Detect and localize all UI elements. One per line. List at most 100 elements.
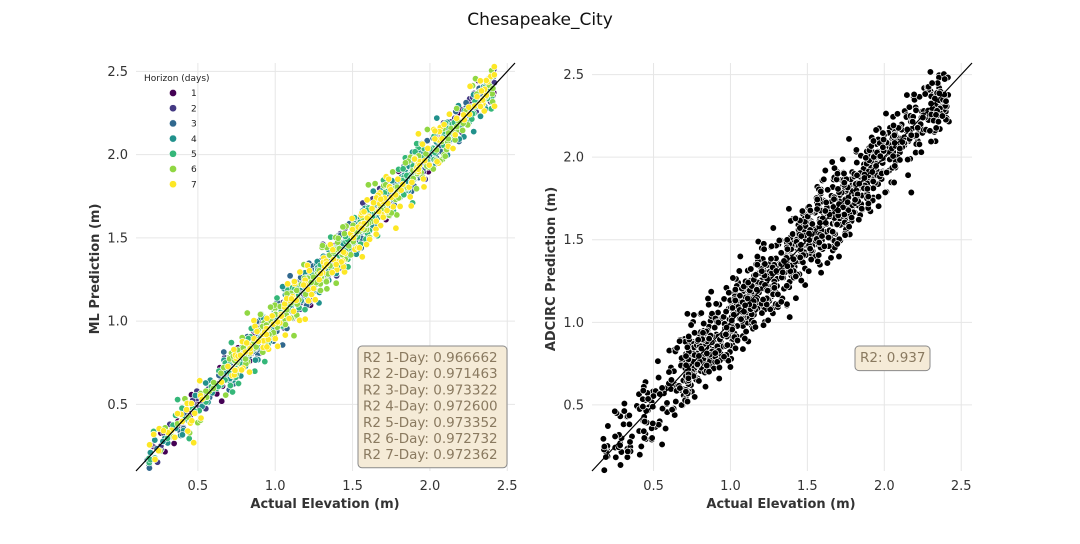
data-point [882,109,890,118]
data-point [383,207,391,215]
data-point [715,374,723,383]
adcirc-identity-line [591,62,973,472]
data-point [770,284,779,292]
data-point [883,168,891,177]
data-point [685,332,693,341]
adcirc-x-axis-label: Actual Elevation (m) [706,497,855,512]
data-point [853,158,861,167]
data-point [419,175,427,183]
data-point [843,198,852,206]
data-point [366,235,374,243]
data-point [377,195,385,203]
data-point [763,300,771,309]
data-point [723,341,732,349]
data-point [274,318,282,326]
data-point [813,205,821,213]
data-point [942,97,950,105]
data-point [196,377,204,385]
x-tick-label: 2.5 [497,479,518,494]
data-point [758,267,766,275]
data-point [705,301,713,309]
data-point [777,298,785,306]
data-point [640,434,648,442]
data-point [822,198,830,207]
data-point [301,306,309,314]
data-point [876,152,884,160]
data-point [726,363,735,371]
data-point [389,203,397,211]
data-point [934,118,943,126]
data-point [482,77,490,85]
data-point [332,279,340,287]
data-point [407,202,415,210]
data-point [202,387,210,395]
data-point [433,158,441,166]
y-tick-label: 1.0 [107,315,128,330]
data-point [290,307,298,315]
data-point [851,196,859,204]
data-point [740,308,748,316]
data-point [792,272,800,281]
data-point [682,361,690,369]
data-point [476,102,484,110]
data-point [855,216,863,224]
legend-entry: 7 [191,180,197,190]
data-point [348,215,356,223]
data-point [828,158,836,166]
y-tick-label: 2.0 [107,148,128,163]
data-point [654,357,662,365]
data-point [845,135,853,143]
data-point [712,300,720,308]
data-point [797,276,805,285]
data-point [466,82,474,90]
data-point [611,407,619,415]
data-point [767,242,776,250]
data-point [813,195,821,204]
data-point [862,154,870,162]
data-point [271,335,279,343]
data-point [682,352,690,360]
data-point [459,126,467,134]
y-tick-label: 2.5 [107,65,128,80]
data-point [379,213,387,221]
data-point [847,213,856,222]
data-point [791,214,800,223]
data-point [296,268,304,276]
data-point [852,146,861,154]
data-point [323,260,331,268]
data-point [905,103,914,111]
data-point [254,337,262,345]
data-point [304,297,312,305]
data-point [637,442,645,451]
data-point [853,171,861,179]
data-point [840,169,848,178]
data-point [891,162,899,170]
r2-annotation-line: R2 3-Day: 0.973322 [363,382,498,398]
data-point [690,329,699,337]
data-point [267,303,275,311]
ml-y-axis-label: ML Prediction (m) [88,204,103,335]
data-point [827,254,835,262]
data-point [183,406,191,414]
data-point [759,295,767,304]
data-point [890,131,899,139]
data-point [705,335,713,343]
data-point [227,339,235,347]
data-point [273,294,281,302]
data-point [375,208,383,216]
data-point [178,431,186,439]
data-point [806,245,814,253]
data-point [197,414,205,422]
data-point [424,144,432,152]
x-tick-label: 2.0 [874,479,895,494]
data-point [274,342,282,350]
legend-marker [169,180,177,189]
data-point [938,112,947,120]
data-point [387,186,395,194]
data-point [711,349,719,357]
data-point [731,296,739,305]
data-point [445,110,453,118]
data-point [385,175,393,183]
data-point [251,356,259,364]
data-point [792,294,800,302]
